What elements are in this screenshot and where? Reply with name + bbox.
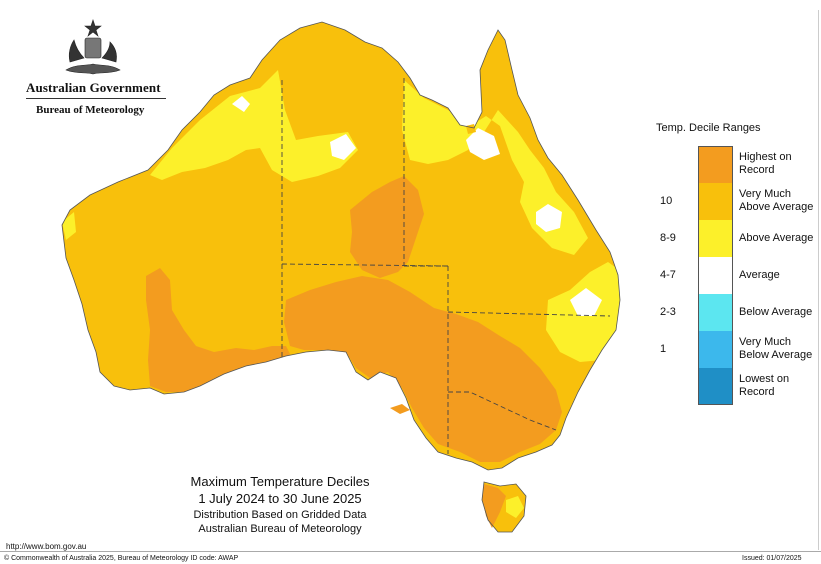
legend-label: Lowest on Record (739, 373, 790, 398)
legend-range: 1 (660, 343, 667, 355)
legend-label: Very Much Above Average (739, 188, 814, 213)
legend-range: 2-3 (660, 306, 676, 318)
border-qld-nsw (447, 311, 611, 317)
legend-swatch (698, 220, 733, 257)
record-southern-australia (284, 276, 562, 462)
legend-label: Very Much Below Average (739, 336, 813, 361)
record-central-australia (350, 176, 424, 278)
legend-title: Temp. Decile Ranges (656, 122, 761, 134)
legend-label: Below Average (739, 306, 813, 318)
above-average-north-kimberley (150, 70, 358, 182)
legend-label: Average (739, 269, 780, 281)
map-note-distribution: Distribution Based on Gridded Data (193, 509, 367, 521)
legend-swatch (698, 183, 733, 220)
legend-range: 4-7 (660, 269, 676, 281)
website-link[interactable]: http://www.bom.gov.au (6, 542, 87, 551)
tasmania-above-average-east (506, 496, 524, 518)
legend-swatch (698, 146, 733, 183)
mainland-coastline (61, 21, 621, 471)
legend-swatch (698, 331, 733, 368)
kangaroo-island (390, 404, 410, 414)
tasmania-coastline (481, 481, 527, 533)
legend-swatch (698, 257, 733, 294)
legend-label: Highest on Record (739, 151, 792, 176)
above-average-patch-gulf (430, 128, 462, 154)
average-patch-queensland (536, 204, 562, 232)
logo-divider (26, 98, 166, 99)
border-nsw-vic (448, 391, 557, 431)
legend-label: Above Average (739, 232, 814, 244)
map-title-block: Maximum Temperature Deciles 1 July 2024 … (150, 474, 410, 536)
map-period: 1 July 2024 to 30 June 2025 (198, 491, 362, 506)
record-southwest-wa (146, 268, 292, 392)
average-patch-central-north (330, 134, 356, 160)
department-name: Bureau of Meteorology (36, 104, 145, 116)
average-patch-gulf (466, 128, 500, 160)
legend-swatch (698, 368, 733, 405)
organisation-name: Australian Government (26, 80, 161, 95)
average-patch-east (570, 288, 602, 316)
copyright-text: © Commonwealth of Australia 2025, Bureau… (4, 555, 239, 562)
map-title: Maximum Temperature Deciles (190, 474, 370, 489)
coat-of-arms-icon (65, 19, 121, 75)
legend-range: 8-9 (660, 232, 676, 244)
footer-divider (0, 551, 821, 552)
decile-regions (62, 70, 620, 462)
legend-range: 10 (660, 195, 673, 207)
average-patch-north (232, 96, 250, 112)
map-note-source: Australian Bureau of Meteorology (198, 523, 362, 535)
decile-shading (62, 22, 620, 532)
legend-swatch (698, 294, 733, 331)
frame-edge (818, 10, 819, 550)
tasmania-record-west (482, 484, 506, 528)
issued-date: Issued: 01/07/2025 (742, 555, 802, 562)
state-borders (61, 21, 621, 533)
above-average-west-coast (62, 212, 76, 240)
